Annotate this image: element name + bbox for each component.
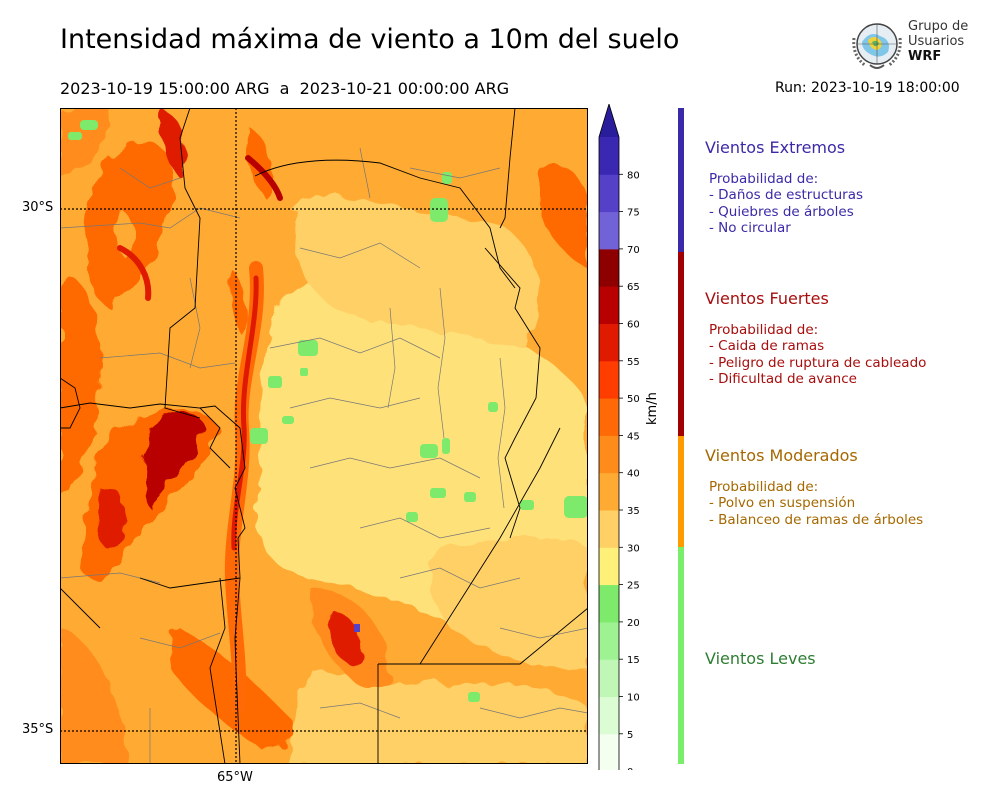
category-moderate-title: Vientos Moderados (705, 446, 858, 465)
colorbar-segment (599, 547, 619, 586)
colorbar-segment (599, 510, 619, 548)
colorbar-segment (599, 211, 619, 250)
category-extreme-title: Vientos Extremos (705, 138, 846, 157)
colorbar-tick-label: 80 (627, 170, 640, 181)
category-moderate: Vientos Moderados Probabilidad de: - Pol… (705, 446, 923, 528)
logo-line-1: Grupo de (908, 19, 969, 34)
department-boundaries (60, 147, 588, 764)
colorbar: 0 5 10 15 20 25 30 35 40 45 50 55 60 65 70 75 80 (596, 102, 666, 800)
valid-period: 2023-10-19 15:00:00 ARG a 2023-10-21 00:… (60, 79, 510, 98)
colorbar-tick-label: 5 (627, 730, 633, 741)
colorbar-tick-label: 75 (627, 208, 640, 219)
category-strong: Vientos Fuertes Probabilidad de: - Caida… (705, 289, 926, 387)
category-strip (678, 436, 684, 547)
colorbar-tick-label: 40 (627, 469, 640, 480)
colorbar-tick-label: 30 (627, 543, 640, 554)
lon-label-65w: 65°W (217, 770, 253, 785)
colorbar-segment (599, 248, 619, 287)
lat-label-30s: 30°S (22, 200, 54, 215)
colorbar-segment (599, 174, 619, 213)
light-wind-patches (68, 120, 588, 702)
colorbar-tick-label: 55 (627, 357, 640, 368)
globe-logo-icon (852, 23, 902, 69)
category-strip (678, 108, 684, 252)
run-time: Run: 2023-10-19 18:00:00 (775, 80, 960, 96)
category-extreme-line: - Quiebres de árboles (709, 203, 854, 220)
category-moderate-line: - Balanceo de ramas de árboles (709, 511, 924, 528)
colorbar-tick-label: 0 (627, 767, 633, 770)
colorbar-segment (599, 398, 619, 436)
logo-line-2: Usuarios (908, 34, 965, 49)
province-boundaries (60, 108, 588, 764)
map-title: Intensidad máxima de viento a 10m del su… (60, 24, 680, 55)
logo-text: Grupo de Usuarios WRF (908, 19, 968, 64)
category-strong-line: - Caida de ramas (709, 338, 825, 355)
category-strong-line: - Peligro de ruptura de cableado (709, 354, 927, 371)
colorbar-segment (599, 472, 619, 511)
colorbar-segment (599, 286, 619, 324)
colorbar-segment (599, 584, 619, 623)
gu-wrf-logo: Grupo de Usuarios WRF (848, 16, 968, 74)
colorbar-tick-label: 15 (627, 655, 640, 666)
category-strip (678, 252, 684, 436)
colorbar-tick-label: 10 (627, 693, 640, 704)
colorbar-tick-label: 20 (627, 618, 640, 629)
category-light-title: Vientos Leves (705, 649, 816, 668)
colorbar-tick-label: 65 (627, 282, 640, 293)
category-moderate-line: Probabilidad de: (709, 479, 819, 495)
colorbar-segment (599, 323, 619, 362)
category-extreme-line: Probabilidad de: (709, 171, 819, 187)
colorbar-tick-label: 35 (627, 506, 640, 517)
category-strong-title: Vientos Fuertes (705, 289, 829, 308)
colorbar-tick-label: 25 (627, 581, 640, 592)
colorbar-extend-max (599, 104, 619, 137)
category-light: Vientos Leves (705, 649, 816, 682)
colorbar-segment (599, 137, 619, 175)
category-extreme: Vientos Extremos Probabilidad de: - Daño… (705, 138, 863, 236)
logo-line-3: WRF (908, 49, 942, 64)
colorbar-tick-label: 50 (627, 394, 640, 405)
lat-label-35s: 35°S (22, 722, 54, 737)
colorbar-segment (599, 733, 619, 772)
map-frame (60, 108, 588, 764)
graticule (60, 108, 588, 764)
colorbar-tick-label: 70 (627, 245, 640, 256)
wind-speed-field (60, 108, 588, 764)
colorbar-segment (599, 659, 619, 697)
category-strong-line: - Dificultad de avance (709, 370, 857, 387)
category-extreme-line: - No circular (709, 219, 791, 236)
colorbar-segment (599, 360, 619, 399)
colorbar-tick-label: 60 (627, 320, 640, 331)
colorbar-unit: km/h (645, 392, 660, 425)
colorbar-segment (599, 435, 619, 474)
extreme-wind-spot (354, 624, 360, 632)
category-strong-line: Probabilidad de: (709, 322, 819, 338)
wind-map (60, 108, 588, 764)
colorbar-segment (599, 696, 619, 735)
category-extreme-line: - Daños de estructuras (709, 187, 864, 204)
category-strip (678, 547, 684, 764)
colorbar-segment (599, 621, 619, 660)
category-moderate-line: - Polvo en suspensión (709, 495, 856, 512)
colorbar-tick-label: 45 (627, 431, 640, 442)
colorbar-scale: 0 5 10 15 20 25 30 35 40 45 50 55 60 65 70 75 80 (598, 102, 640, 800)
